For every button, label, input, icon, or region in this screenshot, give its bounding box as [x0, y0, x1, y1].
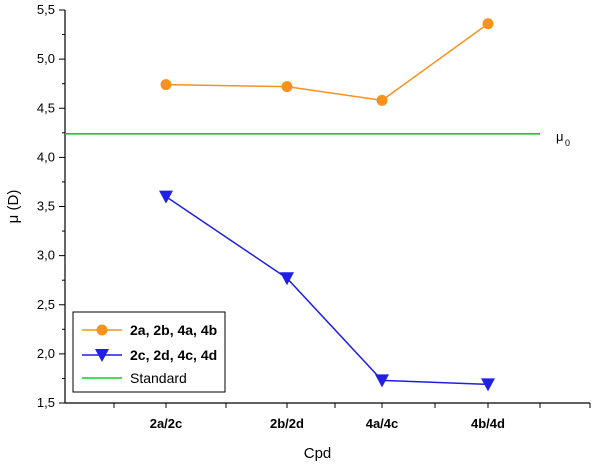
- y-tick-label: 5,0: [37, 51, 55, 66]
- data-point-series-2: [375, 374, 389, 388]
- y-tick-label: 3,0: [37, 248, 55, 263]
- legend-entry-series-1: 2a, 2b, 4a, 4b: [82, 322, 217, 338]
- legend-marker-circle: [96, 324, 108, 336]
- data-point-series-2: [481, 378, 495, 392]
- x-tick-label: 2b/2d: [270, 416, 304, 431]
- x-tick-label: 2a/2c: [150, 416, 183, 431]
- legend-label-standard: Standard: [130, 370, 187, 386]
- legend-label-series-2: 2c, 2d, 4c, 4d: [130, 347, 217, 363]
- mu0-annotation: μ: [556, 129, 564, 144]
- y-tick-label: 2,5: [37, 297, 55, 312]
- x-tick-label: 4a/4c: [366, 416, 399, 431]
- legend-entry-standard: Standard: [82, 370, 187, 386]
- y-tick-label: 1,5: [37, 395, 55, 410]
- data-point-series-1: [160, 79, 172, 91]
- legend: 2a, 2b, 4a, 4b 2c, 2d, 4c, 4d Standard: [72, 311, 226, 393]
- legend-entry-series-2: 2c, 2d, 4c, 4d: [82, 347, 217, 363]
- y-tick-label: 2,0: [37, 346, 55, 361]
- series-group: [159, 18, 495, 392]
- series-line-1: [165, 23, 489, 102]
- mu0-annotation-subscript: 0: [565, 138, 570, 148]
- legend-marker-triangle: [95, 349, 109, 362]
- x-tick-label: 4b/4d: [471, 416, 505, 431]
- legend-label-series-1: 2a, 2b, 4a, 4b: [130, 322, 217, 338]
- y-tick-label: 4,0: [37, 149, 55, 164]
- data-point-series-1: [281, 81, 293, 93]
- y-tick-label: 3,5: [37, 199, 55, 214]
- y-tick-label: 4,5: [37, 100, 55, 115]
- data-point-series-1: [376, 94, 388, 106]
- axes: 1,5 2,0 2,5 3,0 3,5 4,0 4,5 5,0 5,5 2a/2c 2b/2d 4a/…: [37, 2, 591, 431]
- y-axis-title: μ (D): [5, 190, 22, 224]
- data-point-series-2: [280, 272, 294, 286]
- data-point-series-2: [159, 190, 173, 204]
- y-tick-label: 5,5: [37, 2, 55, 17]
- data-point-series-1: [482, 18, 494, 30]
- series-line-2: [165, 196, 489, 386]
- x-axis-title: Cpd: [304, 445, 332, 462]
